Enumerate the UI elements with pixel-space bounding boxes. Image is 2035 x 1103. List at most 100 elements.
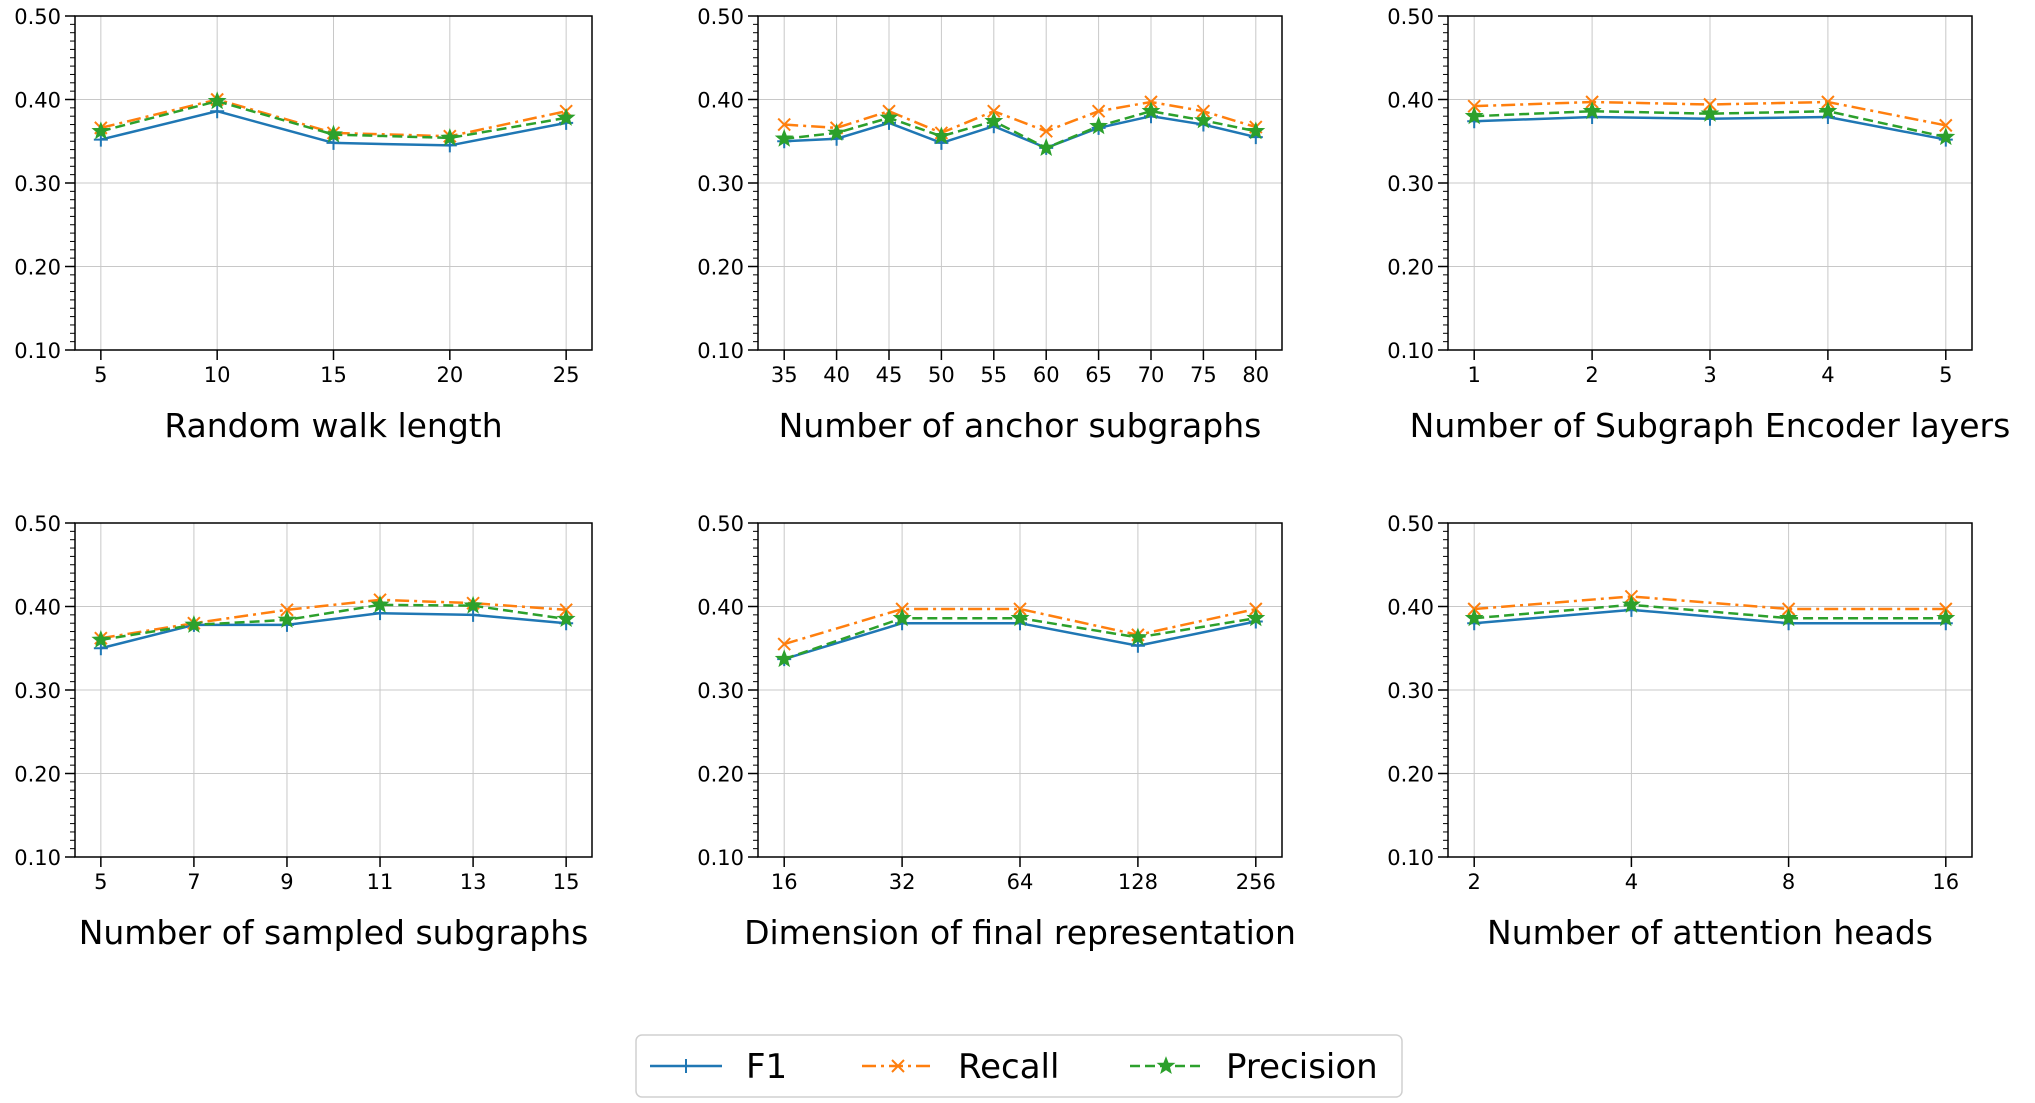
data-point [1089,116,1109,135]
tick-label-x: 13 [460,870,487,894]
tick-label-x: 40 [823,363,850,387]
tick-label-x: 70 [1138,363,1165,387]
legend-marker [1156,1056,1176,1075]
legend-label: Recall [958,1047,1059,1087]
tick-label-x: 80 [1242,363,1269,387]
data-point [1128,627,1148,646]
data-point [984,111,1004,130]
tick-label-y: 0.30 [697,172,744,196]
tick-label-y: 0.10 [697,846,744,870]
tick-label-y: 0.50 [1387,512,1434,536]
x-axis-label: Number of sampled subgraphs [79,913,589,952]
data-point [91,121,111,140]
series-line [784,109,1257,150]
data-point [1700,103,1720,122]
tick-label-y: 0.20 [14,256,61,280]
tick-label-x: 256 [1236,870,1276,894]
series-line [1474,109,1947,139]
tick-label-x: 8 [1782,870,1795,894]
series-recall [777,95,1263,140]
tick-label-x: 4 [1821,363,1834,387]
data-point [892,608,912,627]
axes-frame [74,522,593,858]
series-line [1474,595,1946,611]
tick-label-y: 0.40 [14,596,61,620]
data-point [1582,101,1602,120]
data-point [879,107,899,126]
series-precision [1464,594,1956,627]
tick-label-x: 2 [1468,870,1481,894]
tick-label-y: 0.20 [697,256,744,280]
series-f1 [777,109,1263,155]
tick-label-y: 0.50 [697,512,744,536]
tick-label-x: 65 [1085,363,1112,387]
data-point [777,117,791,132]
tick-label-x: 45 [876,363,903,387]
axes-frame [74,15,593,351]
data-point [1246,121,1266,140]
tick-label-y: 0.20 [14,763,61,787]
data-point [1193,110,1213,129]
data-point [1936,608,1956,627]
tick-label-y: 0.50 [14,512,61,536]
tick-label-y: 0.30 [697,679,744,703]
tick-label-x: 5 [94,363,107,387]
tick-label-x: 16 [771,870,798,894]
tick-label-x: 35 [771,363,798,387]
legend: F1 Recall Precision [635,1034,1403,1098]
subplot-5: 0.10 0.20 0.30 0.40 0.50 16 32 64 128 256 Dimensio… [697,512,1296,952]
series-line [100,603,567,642]
data-point [1036,138,1056,156]
axes-frame [757,15,1283,351]
data-point [1010,608,1030,627]
series-precision [91,594,576,648]
data-point [556,609,576,628]
data-point [466,607,481,622]
data-point [1039,124,1053,138]
tick-label-y: 0.40 [1387,596,1434,620]
data-point [184,614,204,633]
legend-entry-f1: F1 [650,1047,787,1087]
tick-label-x: 50 [928,363,955,387]
legend-frame [635,1034,1403,1098]
tick-label-y: 0.40 [697,89,744,113]
series-precision [91,91,576,146]
series-line [784,114,1257,150]
tick-label-x: 55 [980,363,1007,387]
tick-label-y: 0.40 [14,89,61,113]
data-point [1091,104,1106,118]
tick-label-y: 0.20 [1387,763,1434,787]
legend-label: Precision [1226,1047,1378,1087]
series-line [784,100,1257,135]
series-line [100,611,567,650]
tick-label-y: 0.30 [1387,172,1434,196]
data-point [931,126,951,145]
data-point [277,609,297,628]
tick-label-y: 0.10 [14,846,61,870]
tick-label-x: 7 [187,870,200,894]
data-point [207,91,227,110]
data-point [987,104,1001,118]
tick-label-x: 5 [94,870,107,894]
tick-label-y: 0.20 [1387,256,1434,280]
tick-label-x: 11 [367,870,394,894]
series-line [1474,603,1946,620]
tick-label-x: 9 [280,870,293,894]
axes-frame [757,522,1283,858]
series-line [100,598,567,640]
tick-label-x: 1 [1468,363,1481,387]
series-line [1474,608,1946,625]
data-point [1936,127,1956,146]
data-point [777,637,791,651]
series-precision [1464,101,1956,146]
data-point [1464,608,1484,627]
data-point [1467,99,1481,113]
subplot-6: 0.10 0.20 0.30 0.40 0.50 2 4 8 16 Number of atten… [1387,512,1973,952]
series-precision [774,101,1266,156]
data-point [440,127,460,146]
series-line [783,607,1257,646]
tick-label-x: 15 [553,870,580,894]
tick-label-x: 5 [1939,363,1952,387]
data-point [1464,106,1484,125]
data-point [324,124,343,143]
